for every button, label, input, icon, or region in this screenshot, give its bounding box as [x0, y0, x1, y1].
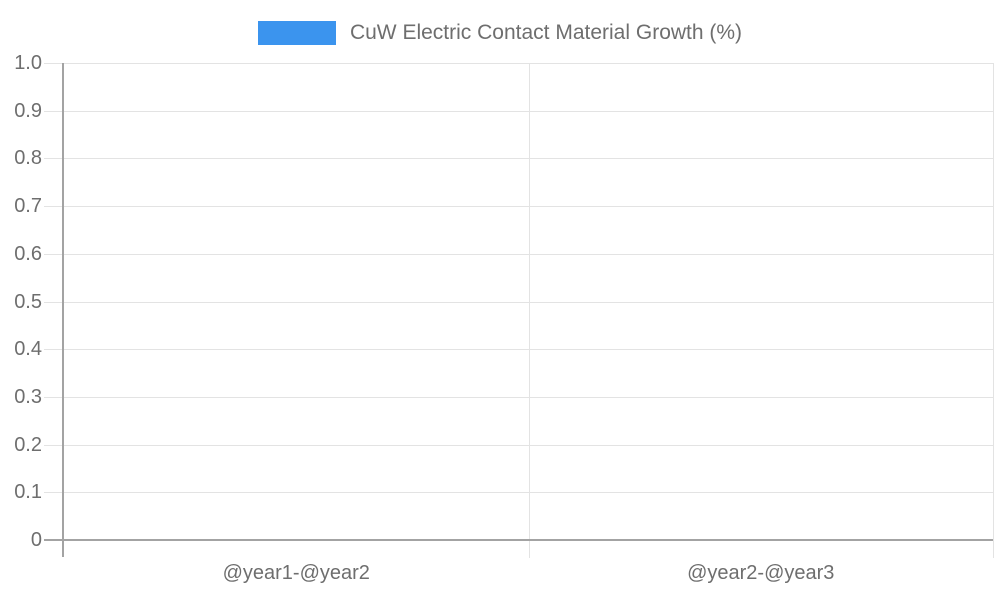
y-axis-tick	[44, 253, 64, 255]
gridline-horizontal	[64, 206, 993, 208]
y-axis-label: 0	[30, 529, 42, 551]
y-axis-tick	[44, 110, 64, 112]
gridline-horizontal	[64, 253, 993, 255]
x-axis-label: @year1-@year2	[222, 562, 370, 584]
x-axis-line	[44, 539, 993, 541]
gridline-horizontal	[64, 492, 993, 494]
gridline-horizontal	[64, 301, 993, 303]
y-axis-label: 0.1	[14, 481, 42, 504]
gridline-horizontal	[64, 158, 993, 160]
y-axis-tick	[44, 158, 64, 160]
y-axis-tick	[44, 349, 64, 351]
gridline-horizontal	[64, 444, 993, 446]
y-axis-tick	[44, 444, 64, 446]
y-axis-tick	[44, 206, 64, 208]
plot-area: 1.0 0.9 0.8 0.7 0.6 0.5 0.4 0.3 0.2 0.1 0 @year1-@y…	[14, 52, 994, 584]
gridline-horizontal	[64, 349, 993, 351]
y-axis-label: 0.7	[14, 195, 42, 218]
gridline-vertical	[528, 63, 530, 558]
y-axis-label: 0.8	[14, 147, 42, 170]
x-axis-label: @year2-@year3	[687, 562, 835, 584]
y-axis-tick	[44, 63, 64, 64]
gridline-vertical-right-edge	[993, 63, 994, 558]
gridline-horizontal	[64, 396, 993, 398]
gridline-horizontal	[64, 63, 993, 64]
gridline-horizontal	[64, 110, 993, 112]
y-axis-label: 0.2	[14, 433, 42, 456]
y-axis-label: 0.6	[14, 242, 42, 265]
y-axis-label: 0.9	[14, 99, 42, 122]
y-axis-label: 0.4	[14, 338, 42, 361]
y-axis-tick	[44, 396, 64, 398]
y-axis-label: 1.0	[14, 52, 42, 74]
y-axis-line	[62, 63, 64, 557]
legend-swatch	[257, 21, 336, 45]
y-axis-label: 0.5	[14, 290, 42, 313]
legend-label: CuW Electric Contact Material Growth (%)	[349, 21, 743, 44]
y-axis-label: 0.3	[14, 385, 42, 408]
legend-item[interactable]: CuW Electric Contact Material Growth (%)	[0, 21, 1000, 45]
y-axis-tick	[44, 492, 64, 494]
y-axis-tick	[44, 301, 64, 303]
